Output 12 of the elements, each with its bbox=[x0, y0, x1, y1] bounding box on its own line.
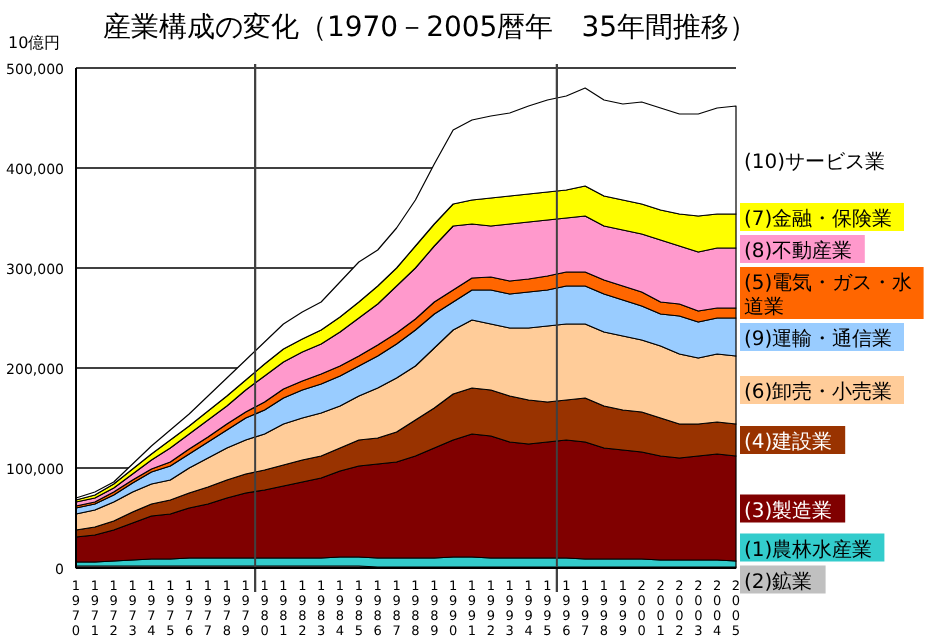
y-axis-title: 10億円 bbox=[8, 34, 61, 52]
series-label: (7)金融・保険業 bbox=[744, 207, 893, 231]
series-label: (1)農林水産業 bbox=[744, 537, 873, 562]
series-label: (9)運輸・通信業 bbox=[744, 327, 893, 351]
series-label: (2)鉱業 bbox=[744, 569, 813, 594]
series-label: (6)卸売・小売業 bbox=[744, 380, 893, 404]
series-label: (10)サービス業 bbox=[744, 150, 886, 174]
series-label: (8)不動産業 bbox=[744, 239, 853, 263]
series-label: (5)電気・ガス・水道業 bbox=[744, 271, 913, 319]
series-label: (3)製造業 bbox=[744, 498, 833, 523]
chart-title: 産業構成の変化（1970－2005暦年 35年間推移） bbox=[102, 12, 758, 44]
series-label: (4)建設業 bbox=[744, 430, 833, 454]
